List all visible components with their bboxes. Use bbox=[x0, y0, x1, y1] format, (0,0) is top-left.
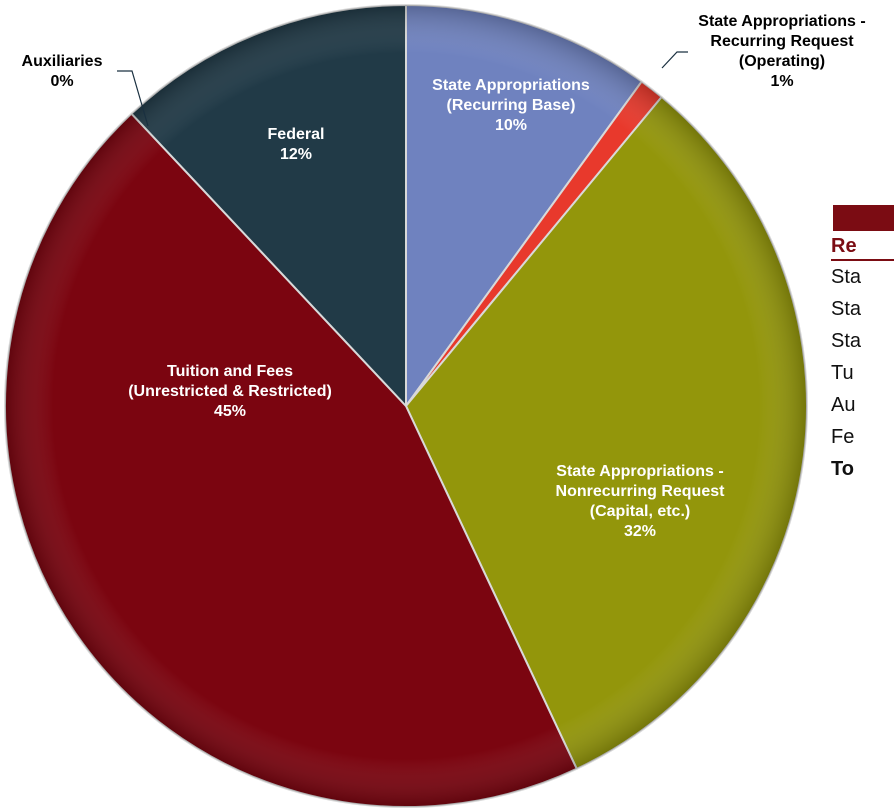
slice-name-line: Auxiliaries bbox=[22, 53, 103, 70]
legend-header-bar bbox=[833, 205, 894, 231]
legend-row: Sta bbox=[831, 330, 862, 352]
slice-name-line: (Operating) bbox=[739, 53, 825, 70]
legend-row: Au bbox=[831, 394, 856, 416]
slice-percent-label: 12% bbox=[280, 146, 312, 163]
slice-label-auxiliaries: Auxiliaries 0% bbox=[22, 53, 103, 90]
slice-percent-label: 1% bbox=[770, 73, 793, 90]
leader-line-auxiliaries bbox=[117, 70, 149, 127]
slice-name-line: Tuition and Fees bbox=[167, 363, 293, 380]
slice-percent-label: 0% bbox=[50, 73, 73, 90]
slice-name-line: State Appropriations bbox=[432, 77, 590, 94]
slice-label-tuition-fees: Tuition and Fees (Unrestricted & Restrict… bbox=[128, 363, 332, 420]
slice-name-line: Recurring Request bbox=[710, 33, 854, 50]
legend-row: Fe bbox=[831, 426, 855, 448]
slice-percent-label: 45% bbox=[214, 403, 246, 420]
slice-label-recurring-request: State Appropriations - Recurring Request (… bbox=[698, 13, 865, 90]
slice-percent-label: 32% bbox=[624, 523, 656, 540]
slice-name-line: (Recurring Base) bbox=[447, 97, 576, 114]
legend-row: Sta bbox=[831, 266, 862, 288]
legend-row-total: To bbox=[831, 458, 854, 480]
slice-name-line: (Capital, etc.) bbox=[590, 503, 690, 520]
slice-percent-label: 10% bbox=[495, 117, 527, 134]
slice-name-line: State Appropriations - bbox=[556, 463, 723, 480]
legend-table-title: Re bbox=[831, 233, 894, 261]
legend-table: Re Sta Sta Sta Tu Au Fe To bbox=[831, 205, 894, 485]
slice-name-line: State Appropriations - bbox=[698, 13, 865, 30]
legend-row: Tu bbox=[831, 362, 854, 384]
slice-label-federal: Federal 12% bbox=[268, 126, 325, 163]
slice-label-recurring-base: State Appropriations (Recurring Base) 10% bbox=[432, 77, 590, 134]
slice-label-nonrecurring-request: State Appropriations - Nonrecurring Reque… bbox=[556, 463, 726, 540]
legend-row: Sta bbox=[831, 298, 862, 320]
slice-name-line: Nonrecurring Request bbox=[556, 483, 726, 500]
slice-name-line: Federal bbox=[268, 126, 325, 143]
leader-line-recurring-request bbox=[661, 51, 688, 69]
slice-name-line: (Unrestricted & Restricted) bbox=[128, 383, 332, 400]
